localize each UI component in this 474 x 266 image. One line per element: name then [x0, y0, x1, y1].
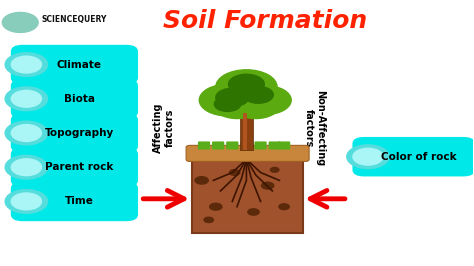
FancyBboxPatch shape: [255, 142, 267, 149]
Circle shape: [11, 193, 41, 210]
Circle shape: [243, 86, 273, 103]
Circle shape: [271, 168, 279, 172]
Circle shape: [11, 159, 41, 176]
FancyBboxPatch shape: [212, 142, 224, 149]
Circle shape: [5, 87, 47, 111]
Text: Soil Formation: Soil Formation: [163, 9, 367, 33]
Text: Non-Affecting
factors: Non-Affecting factors: [304, 90, 326, 166]
Circle shape: [279, 204, 289, 210]
Circle shape: [239, 86, 291, 115]
Circle shape: [216, 70, 277, 104]
Circle shape: [248, 209, 259, 215]
Circle shape: [216, 88, 249, 107]
Circle shape: [11, 90, 41, 107]
Circle shape: [5, 155, 47, 179]
FancyBboxPatch shape: [11, 79, 138, 119]
Circle shape: [5, 121, 47, 145]
Text: Topography: Topography: [45, 128, 114, 138]
Circle shape: [232, 92, 279, 119]
Text: Color of rock: Color of rock: [381, 152, 456, 162]
Circle shape: [347, 145, 389, 169]
Circle shape: [213, 92, 261, 119]
Circle shape: [353, 148, 383, 165]
FancyBboxPatch shape: [11, 182, 138, 221]
Circle shape: [262, 182, 274, 189]
Circle shape: [2, 13, 38, 32]
Circle shape: [11, 124, 41, 142]
Circle shape: [195, 177, 208, 184]
Text: Climate: Climate: [56, 60, 101, 70]
FancyBboxPatch shape: [240, 113, 253, 150]
FancyBboxPatch shape: [192, 159, 303, 233]
Text: Time: Time: [65, 196, 93, 206]
Circle shape: [214, 97, 241, 111]
Circle shape: [11, 56, 41, 73]
FancyBboxPatch shape: [186, 146, 309, 161]
Text: Biota: Biota: [64, 94, 95, 104]
FancyBboxPatch shape: [240, 142, 253, 149]
Text: Affecting
factors: Affecting factors: [153, 102, 175, 153]
Circle shape: [229, 170, 240, 175]
Circle shape: [210, 203, 222, 210]
Text: Parent rock: Parent rock: [45, 162, 113, 172]
Text: SCIENCEQUERY: SCIENCEQUERY: [41, 15, 107, 24]
FancyBboxPatch shape: [198, 142, 210, 149]
FancyBboxPatch shape: [353, 137, 474, 176]
FancyBboxPatch shape: [226, 142, 238, 149]
Circle shape: [5, 53, 47, 76]
Circle shape: [5, 190, 47, 213]
FancyBboxPatch shape: [11, 113, 138, 153]
FancyBboxPatch shape: [269, 142, 281, 149]
FancyBboxPatch shape: [278, 142, 290, 149]
Circle shape: [204, 217, 213, 222]
FancyBboxPatch shape: [11, 147, 138, 187]
Circle shape: [199, 84, 256, 116]
Circle shape: [228, 74, 264, 94]
FancyBboxPatch shape: [243, 113, 247, 150]
FancyBboxPatch shape: [11, 45, 138, 84]
